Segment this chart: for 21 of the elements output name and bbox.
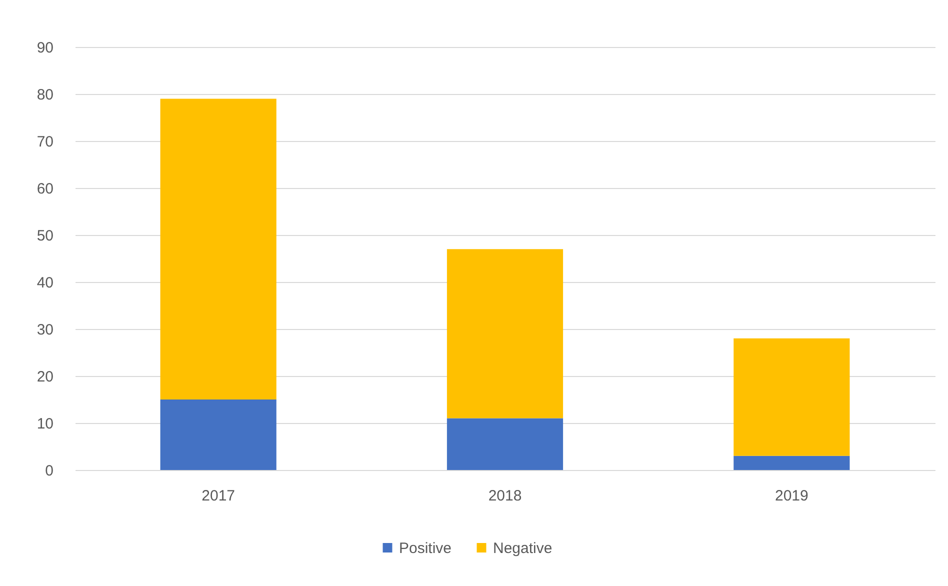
bar [734, 456, 850, 470]
y-tick-label: 40 [36, 274, 54, 292]
y-tick-label: 30 [36, 322, 54, 338]
bar [446, 249, 564, 418]
legend-label: Positive [399, 540, 452, 557]
bar [160, 400, 276, 470]
x-tick-label: 2018 [488, 488, 522, 504]
y-tick-label: 50 [36, 228, 54, 244]
y-tick-label: 60 [36, 180, 54, 198]
x-tick-label: 2017 [202, 488, 236, 504]
y-tick-label: 0 [45, 462, 54, 480]
bar [734, 338, 850, 456]
y-tick-label: 80 [36, 86, 54, 104]
y-tick-label: 90 [36, 40, 54, 56]
bar [446, 418, 564, 470]
x-tick-label: 2019 [774, 488, 808, 504]
y-tick-label: 20 [36, 368, 54, 386]
bar [160, 98, 276, 400]
y-tick-label: 70 [36, 134, 54, 150]
y-tick-label: 10 [36, 416, 54, 432]
legend-label: Negative [493, 540, 552, 557]
